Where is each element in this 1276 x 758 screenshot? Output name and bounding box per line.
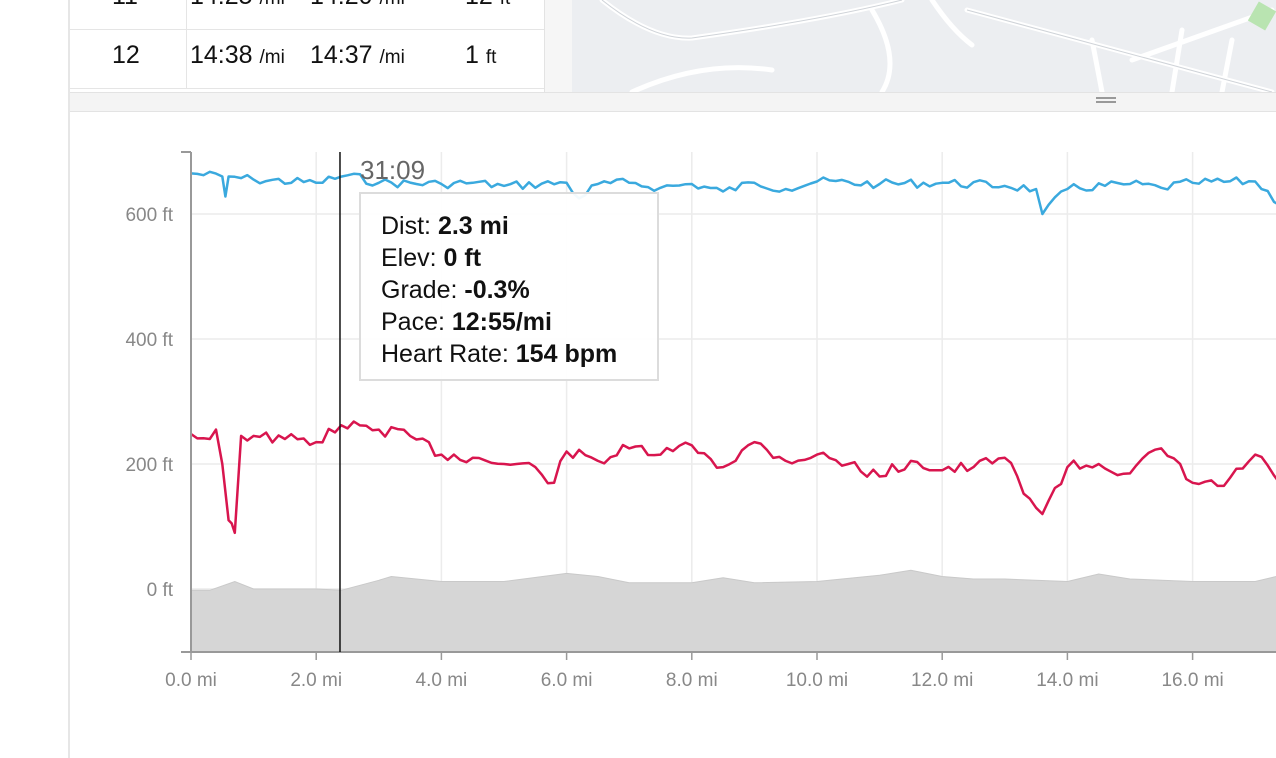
x-tick-label: 10.0 mi bbox=[786, 670, 848, 691]
split-row[interactable]: 12 14:38 /mi 14:37 /mi 1 ft bbox=[70, 29, 544, 89]
split-gap: 14:37 /mi bbox=[310, 41, 405, 70]
chart-series bbox=[190, 170, 1276, 653]
left-margin-rule bbox=[68, 0, 70, 758]
gap-unit: /mi bbox=[380, 0, 405, 9]
tooltip-grade: Grade: -0.3% bbox=[381, 274, 657, 306]
column-separator bbox=[186, 29, 187, 88]
x-tick-label: 12.0 mi bbox=[911, 670, 973, 691]
x-tick-label: 8.0 mi bbox=[666, 670, 718, 691]
map-park bbox=[1247, 1, 1276, 31]
tooltip-distance-label: Dist: bbox=[381, 212, 438, 240]
map-road bbox=[869, 7, 893, 92]
elev-unit: ft bbox=[500, 0, 511, 9]
split-number: 11 bbox=[112, 0, 138, 11]
y-tick-label: 400 ft bbox=[125, 330, 173, 351]
tooltip-heart-rate-value: 154 bpm bbox=[515, 340, 618, 368]
pace-unit: /mi bbox=[260, 0, 285, 9]
split-pace: 14:38 /mi bbox=[190, 41, 285, 70]
map-gutter bbox=[544, 0, 573, 92]
cursor-time: 31:09 bbox=[360, 155, 426, 185]
map-road bbox=[1219, 37, 1235, 92]
y-tick-label: 0 ft bbox=[147, 580, 174, 601]
elev-unit: ft bbox=[485, 47, 497, 68]
x-axis-labels: 0.0 mi 2.0 mi 4.0 mi 6.0 mi 8.0 mi 10.0 mi 12.… bbox=[165, 670, 1224, 691]
tooltip-grade-value: -0.3% bbox=[464, 276, 530, 304]
elevation-area bbox=[190, 569, 1276, 653]
resize-handle-icon[interactable] bbox=[1096, 97, 1116, 107]
tooltip-heart-rate: Heart Rate: 154 bpm bbox=[381, 338, 657, 370]
map-road bbox=[1089, 37, 1105, 92]
pace-line bbox=[190, 170, 1276, 216]
split-pace: 14:25 /mi bbox=[190, 0, 285, 11]
gap-unit: /mi bbox=[379, 47, 405, 68]
tooltip-heart-rate-label: Heart Rate: bbox=[381, 340, 516, 368]
tooltip-distance: Dist: 2.3 mi bbox=[381, 210, 657, 242]
split-row[interactable]: 11 14:25 /mi 14:20 /mi 12 ft bbox=[70, 0, 544, 30]
pace-value: 14:38 bbox=[190, 41, 253, 69]
splits-table: 11 14:25 /mi 14:20 /mi 12 ft 12 14:38 /m… bbox=[70, 0, 545, 90]
chart-axes bbox=[181, 151, 1276, 660]
y-tick-label: 200 ft bbox=[125, 455, 173, 476]
activity-chart[interactable]: 600 ft 400 ft 200 ft 0 ft 0.0 mi 2.0 mi 4.0 m… bbox=[70, 112, 1276, 712]
gap-value: 14:37 bbox=[310, 41, 373, 69]
pace-unit: /mi bbox=[259, 47, 285, 68]
x-tick-label: 4.0 mi bbox=[416, 670, 468, 691]
map-road bbox=[1129, 7, 1275, 63]
tooltip-grade-label: Grade: bbox=[381, 276, 465, 304]
chart-tooltip: Dist: 2.3 mi Elev: 0 ft Grade: -0.3% Pac… bbox=[359, 192, 659, 381]
y-axis-labels: 600 ft 400 ft 200 ft 0 ft bbox=[125, 205, 173, 601]
x-tick-label: 0.0 mi bbox=[165, 670, 217, 691]
split-elevation: 1 ft bbox=[465, 41, 496, 70]
route-map[interactable] bbox=[572, 0, 1276, 92]
tooltip-pace: Pace: 12:55/mi bbox=[381, 306, 657, 338]
x-tick-label: 16.0 mi bbox=[1161, 670, 1223, 691]
tooltip-elevation-value: 0 ft bbox=[443, 244, 482, 272]
panel-resize-bar[interactable] bbox=[70, 92, 1276, 112]
elev-value: 1 bbox=[465, 41, 479, 69]
map-road bbox=[599, 0, 905, 41]
split-elevation: 12 ft bbox=[465, 0, 510, 11]
map-road bbox=[929, 0, 975, 48]
heart-rate-line bbox=[190, 420, 1276, 535]
map-road-outline bbox=[601, 0, 903, 39]
map-road bbox=[1169, 27, 1185, 92]
gap-value: 14:20 bbox=[310, 0, 373, 10]
pace-value: 14:25 bbox=[190, 0, 253, 10]
tooltip-elevation-label: Elev: bbox=[381, 244, 444, 272]
x-tick-label: 2.0 mi bbox=[290, 670, 342, 691]
map-road bbox=[629, 65, 775, 92]
tooltip-pace-label: Pace: bbox=[381, 308, 452, 336]
elev-value: 12 bbox=[465, 0, 493, 10]
map-road-outline bbox=[966, 9, 1273, 92]
split-gap: 14:20 /mi bbox=[310, 0, 405, 11]
split-number: 12 bbox=[112, 41, 140, 69]
x-tick-label: 6.0 mi bbox=[541, 670, 593, 691]
tooltip-pace-value: 12:55/mi bbox=[451, 308, 552, 336]
tooltip-elevation: Elev: 0 ft bbox=[381, 242, 657, 274]
map-roads bbox=[599, 0, 1276, 92]
column-separator bbox=[186, 0, 187, 29]
tooltip-distance-value: 2.3 mi bbox=[437, 212, 509, 240]
y-tick-label: 600 ft bbox=[125, 205, 173, 226]
x-tick-label: 14.0 mi bbox=[1036, 670, 1098, 691]
